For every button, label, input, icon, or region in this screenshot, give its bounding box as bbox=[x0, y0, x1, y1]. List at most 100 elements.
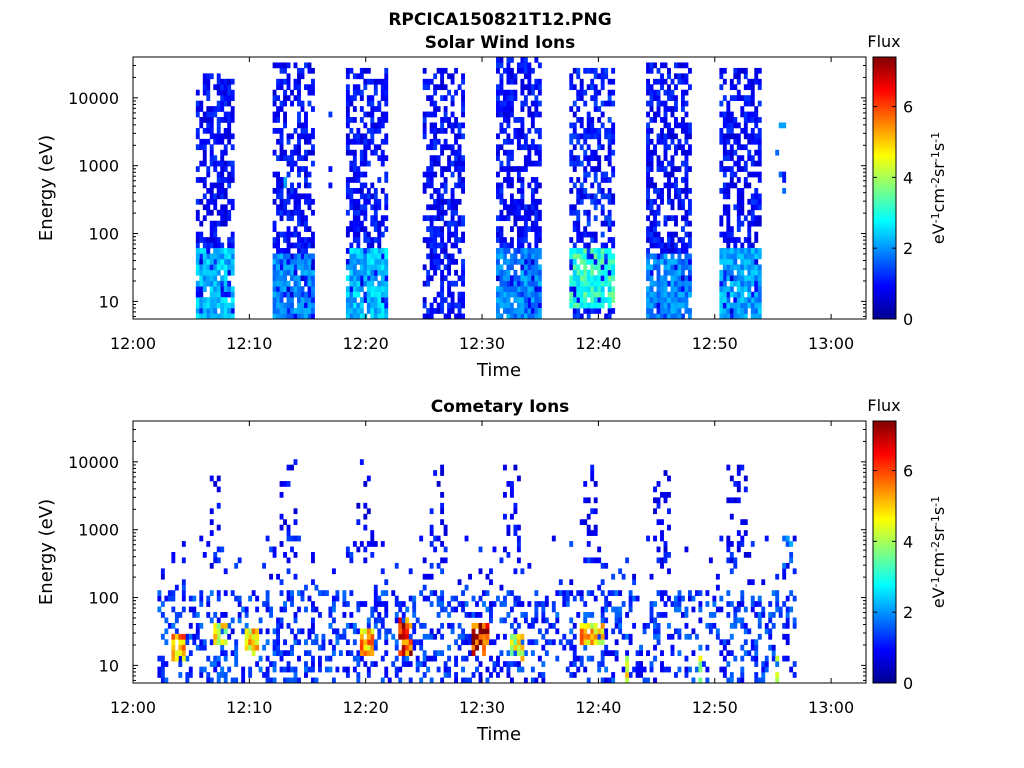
spectrogram-cell bbox=[443, 275, 448, 282]
spectrogram-cell bbox=[782, 177, 787, 183]
spectrogram-cell bbox=[422, 672, 427, 678]
spectrogram-cell bbox=[255, 644, 260, 651]
spectrogram-cell bbox=[489, 655, 493, 662]
spectrogram-cell bbox=[586, 242, 591, 249]
spectrogram-cell bbox=[635, 672, 640, 678]
spectrogram-cell bbox=[373, 590, 378, 596]
spectrogram-cell bbox=[506, 286, 511, 293]
spectrogram-cell bbox=[726, 248, 731, 254]
spectrogram-cell bbox=[279, 264, 284, 271]
spectrogram-cell bbox=[199, 672, 204, 678]
spectrogram-cell bbox=[230, 117, 235, 123]
spectrogram-cell bbox=[747, 84, 752, 91]
spectrogram-cell bbox=[604, 258, 609, 265]
spectrogram-cell bbox=[586, 524, 591, 531]
spectrogram-cell bbox=[726, 226, 731, 232]
spectrogram-cell bbox=[419, 622, 424, 629]
spectrogram-cell bbox=[530, 622, 535, 629]
spectrogram-cell bbox=[537, 248, 542, 254]
spectrogram-cell bbox=[660, 595, 664, 602]
spectrogram-cell bbox=[230, 628, 235, 635]
spectrogram-cell bbox=[576, 220, 581, 227]
spectrogram-cell bbox=[202, 639, 207, 646]
spectrogram-cell bbox=[213, 166, 218, 172]
spectrogram-cell bbox=[747, 231, 752, 238]
spectrogram-cell bbox=[523, 258, 528, 265]
spectrogram-cell bbox=[223, 672, 228, 678]
spectrogram-cell bbox=[457, 308, 462, 314]
spectrogram-cell bbox=[429, 155, 434, 162]
spectrogram-cell bbox=[684, 248, 689, 254]
spectrogram-cell bbox=[600, 177, 605, 183]
spectrogram-cell bbox=[447, 204, 452, 211]
spectrogram-cell bbox=[600, 622, 605, 629]
spectrogram-cell bbox=[412, 595, 417, 602]
spectrogram-cell bbox=[496, 62, 500, 69]
spectrogram-cell bbox=[782, 573, 787, 580]
spectrogram-cell bbox=[209, 231, 214, 238]
spectrogram-cell bbox=[297, 89, 301, 96]
spectrogram-cell bbox=[370, 612, 375, 618]
spectrogram-cell bbox=[304, 215, 308, 222]
spectrogram-cell bbox=[377, 269, 382, 276]
spectrogram-cell bbox=[213, 633, 218, 640]
spectrogram-cell bbox=[733, 297, 738, 303]
spectrogram-cell bbox=[499, 73, 504, 80]
spectrogram-cell bbox=[272, 188, 277, 194]
spectrogram-cell bbox=[534, 606, 539, 613]
spectrogram-cell bbox=[656, 204, 661, 211]
spectrogram-cell bbox=[359, 275, 364, 282]
spectrogram-cell bbox=[373, 313, 378, 320]
spectrogram-cell bbox=[300, 291, 305, 298]
spectrogram-cell bbox=[384, 155, 389, 162]
spectrogram-cell bbox=[719, 84, 724, 91]
spectrogram-cell bbox=[687, 144, 692, 151]
spectrogram-cell bbox=[213, 226, 218, 232]
spectrogram-cell bbox=[377, 177, 382, 183]
spectrogram-cell bbox=[328, 182, 333, 189]
spectrogram-cell bbox=[516, 258, 521, 265]
spectrogram-cell bbox=[202, 237, 207, 243]
spectrogram-cell bbox=[646, 302, 650, 309]
spectrogram-cell bbox=[722, 666, 727, 673]
spectrogram-cell bbox=[206, 264, 211, 271]
spectrogram-cell bbox=[743, 95, 748, 101]
spectrogram-cell bbox=[300, 313, 305, 320]
spectrogram-cell bbox=[290, 269, 294, 276]
spectrogram-cell bbox=[506, 138, 511, 145]
spectrogram-cell bbox=[297, 237, 301, 243]
spectrogram-cell bbox=[600, 275, 605, 282]
spectrogram-cell bbox=[771, 655, 776, 662]
spectrogram-cell bbox=[279, 308, 284, 314]
spectrogram-cell bbox=[572, 650, 577, 657]
spectrogram-cell bbox=[684, 138, 689, 145]
spectrogram-cell bbox=[304, 127, 308, 134]
spectrogram-cell bbox=[380, 188, 385, 194]
spectrogram-cell bbox=[178, 655, 183, 662]
spectrogram-cell bbox=[349, 291, 354, 298]
spectrogram-cell bbox=[318, 644, 322, 651]
spectrogram-cell bbox=[167, 590, 172, 596]
spectrogram-cell bbox=[349, 612, 354, 618]
spectrogram-cell bbox=[743, 253, 748, 260]
spectrogram-cell bbox=[419, 677, 424, 684]
spectrogram-cell bbox=[656, 166, 661, 172]
spectrogram-cell bbox=[513, 253, 518, 260]
spectrogram-cell bbox=[209, 198, 214, 205]
spectrogram-cell bbox=[516, 133, 521, 140]
spectrogram-cell bbox=[279, 149, 284, 156]
spectrogram-cell bbox=[349, 160, 354, 167]
spectrogram-cell bbox=[611, 166, 616, 172]
colorbar-tick-label: 4 bbox=[903, 532, 913, 551]
spectrogram-cell bbox=[195, 644, 200, 651]
spectrogram-cell bbox=[352, 237, 357, 243]
spectrogram-cell bbox=[649, 253, 654, 260]
spectrogram-cell bbox=[433, 160, 438, 167]
spectrogram-cell bbox=[216, 617, 221, 624]
spectrogram-cell bbox=[272, 644, 277, 651]
spectrogram-cell bbox=[366, 258, 371, 265]
spectrogram-cell bbox=[513, 601, 518, 607]
spectrogram-cell bbox=[206, 655, 211, 662]
spectrogram-cell bbox=[426, 280, 431, 287]
spectrogram-cell bbox=[667, 622, 671, 629]
